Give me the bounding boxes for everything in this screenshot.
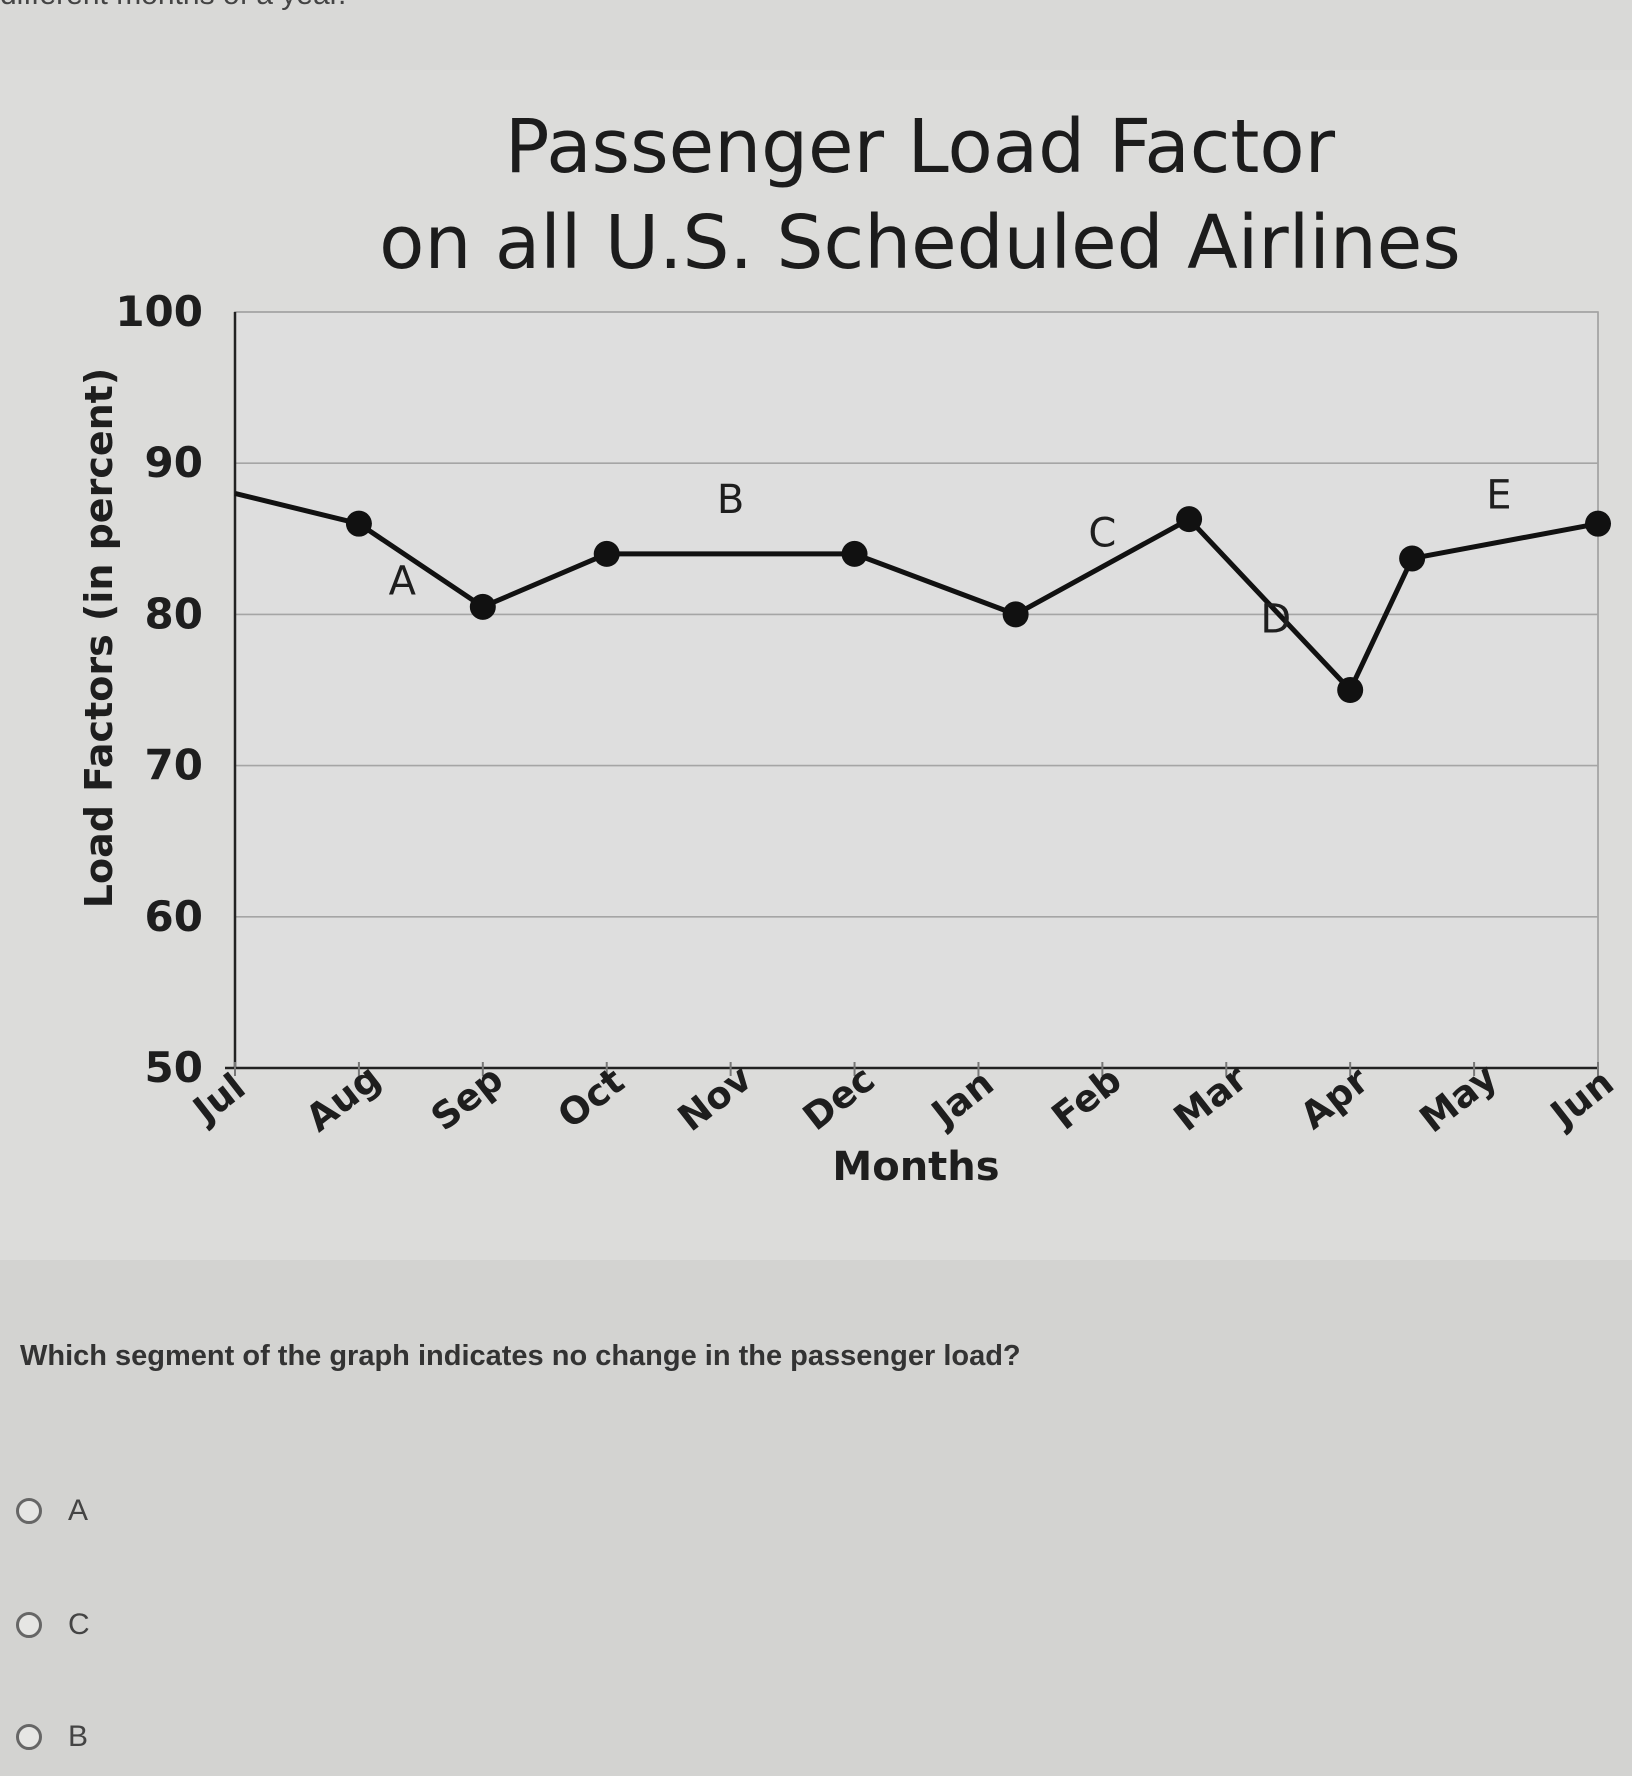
- data-point: [1176, 506, 1203, 533]
- chart-title-line-2: on all U.S. Scheduled Airlines: [379, 200, 1461, 286]
- x-tick-label: Apr: [1292, 1058, 1377, 1138]
- x-tick-label: Jun: [1541, 1061, 1622, 1138]
- cut-off-instruction-text: different months of a year.: [0, 0, 346, 12]
- x-tick-label: Oct: [550, 1059, 632, 1137]
- radio-button-icon[interactable]: [16, 1612, 42, 1638]
- y-tick-label: 50: [145, 1043, 203, 1092]
- x-tick-label: Jan: [922, 1061, 1002, 1137]
- y-tick-label: 100: [115, 287, 203, 336]
- data-point: [1585, 510, 1611, 537]
- x-tick-label: Feb: [1044, 1058, 1130, 1138]
- option-b[interactable]: B: [16, 1720, 88, 1754]
- data-point: [593, 540, 620, 567]
- data-line: [234, 491, 1599, 693]
- question-text: Which segment of the graph indicates no …: [20, 1340, 1021, 1372]
- y-tick-label: 70: [145, 741, 203, 790]
- option-c[interactable]: C: [16, 1608, 90, 1642]
- data-point: [1399, 545, 1426, 572]
- data-point: [841, 540, 868, 567]
- option-label: A: [68, 1494, 89, 1527]
- y-tick-label: 80: [145, 589, 203, 638]
- y-axis-title: Load Factors (in percent): [77, 368, 121, 908]
- x-axis-title: Months: [832, 1144, 999, 1190]
- chart-figure: Passenger Load Factor on all U.S. Schedu…: [0, 70, 1632, 1260]
- segment-label: E: [1486, 473, 1511, 519]
- segment-label: B: [717, 477, 744, 523]
- chart-title-line-1: Passenger Load Factor: [504, 104, 1336, 190]
- option-a[interactable]: A: [16, 1494, 88, 1528]
- x-tick-label: Sep: [423, 1057, 511, 1139]
- data-point: [345, 510, 372, 537]
- plot-area: [234, 311, 1599, 1069]
- y-tick-label: 90: [145, 438, 203, 487]
- data-point: [469, 593, 496, 620]
- y-tick-label: 60: [145, 892, 203, 941]
- answer-options-panel: A C B: [0, 1260, 1632, 1776]
- option-label: B: [68, 1720, 89, 1753]
- data-point: [1002, 601, 1029, 628]
- x-tick-label: Dec: [795, 1057, 883, 1139]
- segment-label: C: [1088, 510, 1116, 556]
- radio-button-icon[interactable]: [16, 1724, 42, 1750]
- segment-label: A: [389, 559, 417, 605]
- segment-label: D: [1260, 597, 1291, 643]
- top-strip: different months of a year.: [0, 0, 1632, 70]
- radio-button-icon[interactable]: [16, 1498, 42, 1524]
- data-point: [1337, 677, 1364, 703]
- option-label: C: [68, 1608, 90, 1641]
